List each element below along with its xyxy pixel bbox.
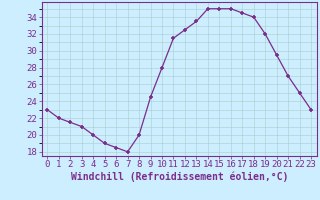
X-axis label: Windchill (Refroidissement éolien,°C): Windchill (Refroidissement éolien,°C) xyxy=(70,172,288,182)
